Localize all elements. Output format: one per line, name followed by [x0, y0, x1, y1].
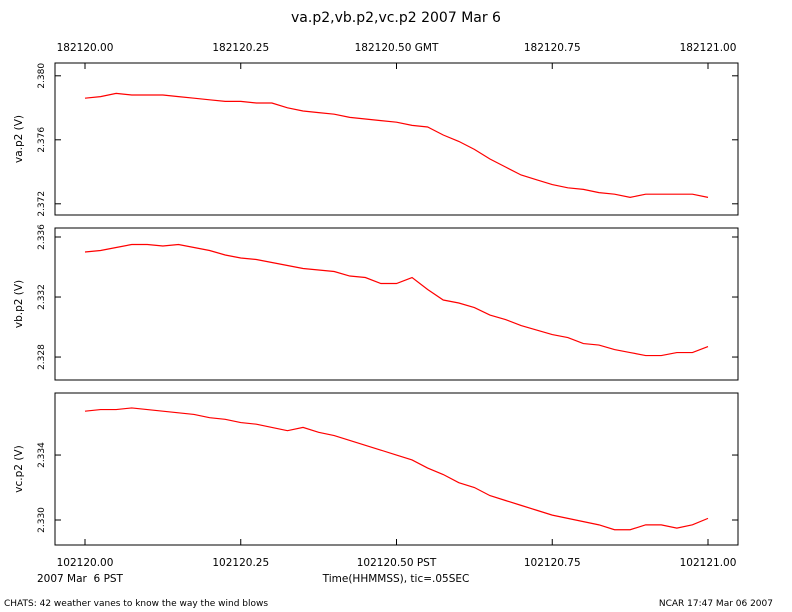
y-tick-label: 2.376: [37, 127, 47, 153]
y-tick-label: 2.332: [37, 284, 47, 310]
x-tick-label: 182120.75: [524, 42, 581, 54]
footer-left: CHATS: 42 weather vanes to know the way …: [4, 599, 268, 609]
plot-frame: [54, 227, 739, 381]
chart-title: va.p2,vb.p2,vc.p2 2007 Mar 6: [291, 10, 501, 26]
y-tick-label: 2.328: [37, 344, 47, 370]
y-tick-label: 2.380: [37, 63, 47, 89]
date-label: 2007 Mar 6 PST: [37, 573, 124, 585]
x-tick-label: 102120.25: [212, 557, 269, 569]
footer-right: NCAR 17:47 Mar 06 2007: [659, 599, 773, 609]
data-line: [84, 92, 709, 199]
data-line: [84, 243, 709, 357]
y-tick-label: 2.330: [37, 507, 47, 533]
plot-frame: [54, 392, 739, 546]
x-tick-label: 102120.50 PST: [357, 557, 437, 569]
x-tick-label: 102120.00: [57, 557, 114, 569]
data-line: [84, 407, 709, 531]
x-tick-label: 182121.00: [680, 42, 737, 54]
x-tick-label: 102121.00: [680, 557, 737, 569]
y-axis-label: va.p2 (V): [13, 115, 25, 163]
plot-frame: [54, 62, 739, 216]
y-axis-label: vc.p2 (V): [13, 445, 25, 492]
x-tick-label: 182120.25: [212, 42, 269, 54]
x-axis-label: Time(HHMMSS), tic=.05SEC: [322, 573, 470, 585]
y-tick-label: 2.336: [37, 224, 47, 250]
y-tick-label: 2.334: [37, 442, 47, 468]
x-tick-label: 182120.50 GMT: [355, 42, 439, 54]
y-axis-label: vb.p2 (V): [13, 280, 25, 328]
x-tick-label: 102120.75: [524, 557, 581, 569]
x-tick-label: 182120.00: [57, 42, 114, 54]
y-tick-label: 2.372: [37, 191, 47, 217]
